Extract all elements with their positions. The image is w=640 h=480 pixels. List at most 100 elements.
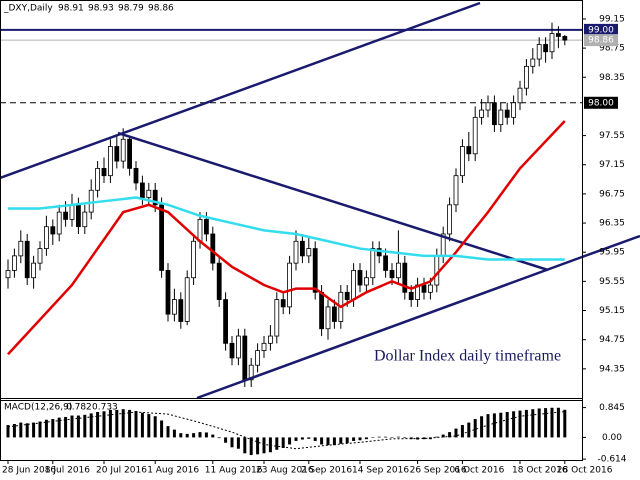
x-tick-label: 26 Sep 2016 bbox=[410, 466, 467, 476]
macd-bar bbox=[550, 407, 554, 438]
y-tick-label: 95.55 bbox=[599, 277, 625, 287]
macd-bar bbox=[83, 414, 87, 438]
candle-body bbox=[344, 291, 350, 300]
candle-body bbox=[357, 270, 363, 286]
candle-body bbox=[114, 146, 120, 162]
macd-bar bbox=[172, 429, 176, 438]
candle-body bbox=[101, 167, 107, 177]
macd-bar bbox=[454, 428, 458, 438]
candle-body bbox=[191, 240, 197, 279]
candle-body bbox=[11, 255, 17, 271]
macd-bar bbox=[108, 409, 112, 438]
macd-bar bbox=[339, 437, 343, 444]
candle-body bbox=[197, 219, 203, 242]
candle-body bbox=[216, 262, 222, 300]
macd-bar bbox=[473, 419, 477, 438]
candle-body bbox=[120, 138, 126, 162]
trend-line bbox=[581, 234, 640, 259]
macd-bar bbox=[179, 433, 183, 438]
macd-bar bbox=[556, 407, 560, 438]
candle-body bbox=[127, 138, 132, 169]
candle-body bbox=[472, 116, 478, 155]
overlay-layer bbox=[6, 120, 567, 456]
macd-bar bbox=[422, 437, 426, 440]
candle-body bbox=[479, 109, 485, 118]
macd-bar bbox=[102, 411, 106, 438]
candle-body bbox=[146, 189, 152, 198]
macd-bar bbox=[6, 425, 10, 438]
macd-bar bbox=[25, 423, 29, 438]
macd-bar bbox=[89, 413, 93, 438]
candle-body bbox=[44, 226, 49, 249]
candle-body bbox=[524, 65, 529, 89]
macd-bar bbox=[153, 416, 157, 438]
x-tick-label: 23 Aug 2016 bbox=[256, 466, 314, 476]
candle-body bbox=[427, 284, 433, 293]
macd-bar bbox=[294, 437, 298, 441]
macd-bar bbox=[441, 434, 445, 438]
candle-body bbox=[24, 240, 30, 279]
macd-bar bbox=[307, 437, 311, 439]
candle-body bbox=[178, 299, 184, 322]
candle-body bbox=[152, 189, 158, 206]
macd-bar bbox=[377, 436, 381, 438]
macd-bar bbox=[217, 437, 221, 439]
x-tick-label: 1 Aug 2016 bbox=[147, 466, 199, 476]
macd-bar bbox=[211, 434, 215, 438]
candle-body bbox=[274, 299, 280, 337]
macd-bar bbox=[320, 437, 324, 445]
candle-body bbox=[299, 240, 305, 257]
macd-bar bbox=[358, 437, 362, 441]
macd-bar bbox=[505, 412, 509, 438]
candle-body bbox=[76, 204, 81, 228]
candle-body bbox=[389, 270, 395, 279]
candle-body bbox=[280, 299, 286, 308]
candle-body bbox=[402, 262, 408, 293]
candle-body bbox=[159, 204, 165, 271]
macd-bar bbox=[51, 419, 55, 438]
y-tick-label: 99.15 bbox=[599, 14, 625, 24]
candle-body bbox=[56, 211, 62, 235]
candle-body bbox=[319, 291, 325, 330]
macd-bar bbox=[32, 422, 36, 438]
price-label: 99.00 bbox=[588, 25, 614, 35]
macd-bar bbox=[128, 409, 132, 438]
x-tick-label: 20 Jul 2016 bbox=[96, 466, 147, 476]
candle-body bbox=[498, 109, 504, 126]
candle-body bbox=[223, 299, 229, 344]
candle-body bbox=[5, 270, 11, 279]
price-label-box bbox=[584, 23, 618, 36]
macd-bar bbox=[364, 437, 368, 440]
candle-body bbox=[108, 146, 113, 177]
macd-bar bbox=[57, 417, 61, 438]
macd-bar bbox=[486, 414, 490, 438]
y-tick-label: 97.15 bbox=[599, 160, 625, 170]
candle-body bbox=[466, 146, 472, 155]
candle-body bbox=[363, 277, 369, 286]
candle-body bbox=[267, 335, 273, 344]
candle-body bbox=[331, 306, 337, 322]
candle-body bbox=[293, 240, 299, 264]
candle-body bbox=[511, 102, 517, 118]
macd-bar bbox=[275, 437, 279, 450]
candle-body bbox=[370, 248, 376, 279]
y-tick-label: 97.55 bbox=[599, 131, 625, 141]
y-tick-label: 96.75 bbox=[599, 189, 625, 199]
macd-bar bbox=[70, 415, 74, 438]
macd-bar bbox=[262, 437, 266, 454]
trend-line bbox=[0, 1, 481, 180]
macd-bar bbox=[518, 410, 522, 438]
macd-bar bbox=[140, 412, 144, 438]
annotation: Dollar Index daily timeframe bbox=[374, 348, 561, 365]
candle-body bbox=[434, 255, 440, 286]
candle-body bbox=[459, 146, 465, 177]
macd-bar bbox=[192, 433, 196, 438]
candle-body bbox=[82, 211, 88, 228]
y-tick-label: 94.75 bbox=[599, 335, 625, 345]
macd-bar bbox=[313, 437, 317, 441]
candle-body bbox=[504, 109, 510, 118]
candle-body bbox=[248, 364, 254, 381]
macd-bar bbox=[243, 437, 247, 454]
candle-body bbox=[210, 233, 216, 264]
header-value: 98.86 bbox=[148, 4, 174, 14]
